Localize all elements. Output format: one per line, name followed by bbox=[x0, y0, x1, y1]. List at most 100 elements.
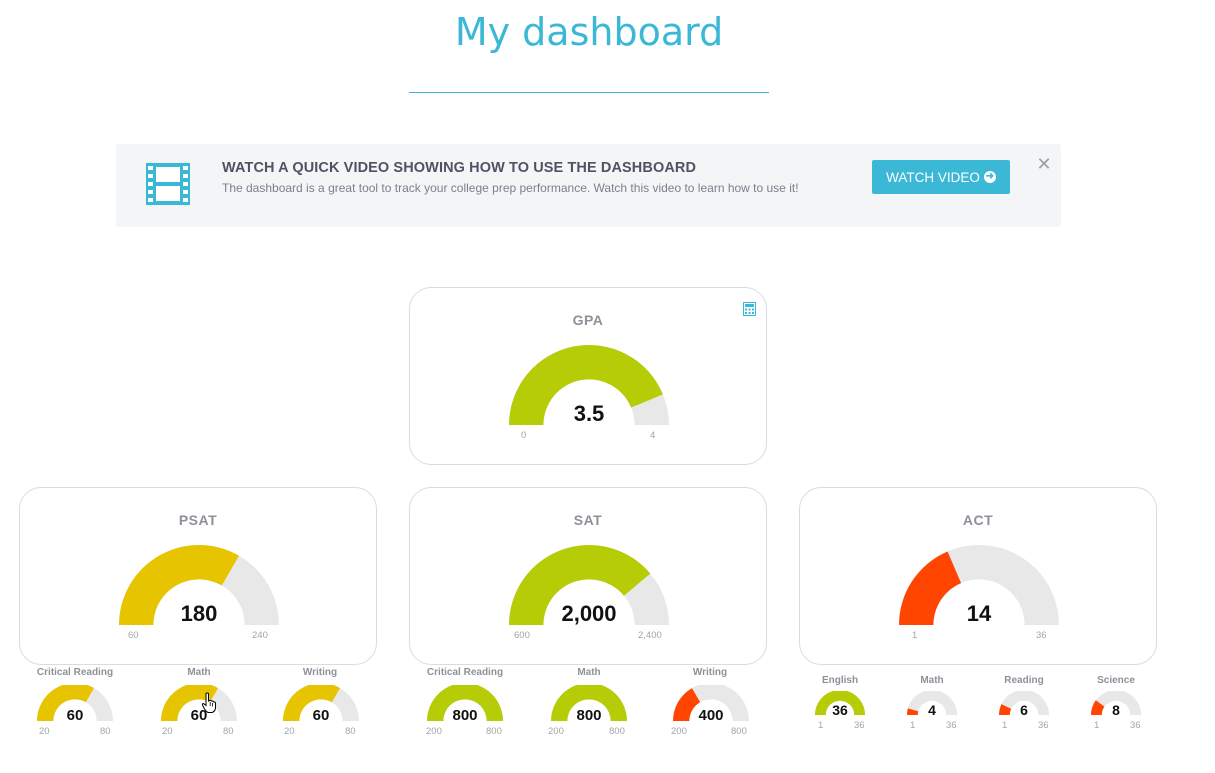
gauge-track bbox=[907, 691, 957, 715]
psat-critical-reading-gauge bbox=[37, 685, 113, 721]
card-title: PSAT bbox=[178, 512, 218, 528]
video-banner: WATCH A QUICK VIDEO SHOWING HOW TO USE T… bbox=[116, 144, 1061, 227]
watch-video-button[interactable]: WATCH VIDEO ➜ bbox=[872, 160, 1010, 194]
act-reading-value: 6 bbox=[1020, 702, 1028, 718]
page-title: My dashboard bbox=[454, 10, 724, 54]
psat-max-label: 240 bbox=[252, 630, 268, 641]
gauge-fill bbox=[37, 685, 94, 721]
psat-card: PSAT 180 60 240 Critical Reading 60 20 8… bbox=[19, 487, 377, 737]
sub-min-label: 1 bbox=[1094, 720, 1100, 731]
psat-critical-reading-value: 60 bbox=[66, 707, 84, 724]
sub-max-label: 80 bbox=[345, 726, 356, 737]
sub-min-label: 20 bbox=[39, 726, 50, 737]
sub-max-label: 36 bbox=[946, 720, 957, 731]
gauge-fill bbox=[161, 685, 218, 721]
card-title: GPA bbox=[572, 312, 604, 328]
sub-max-label: 80 bbox=[100, 726, 111, 737]
gauge-fill bbox=[815, 691, 865, 715]
gpa-gauge bbox=[509, 345, 669, 425]
gauge-fill bbox=[509, 545, 651, 625]
gauge-fill bbox=[509, 345, 663, 425]
sub-max-label: 36 bbox=[1130, 720, 1141, 731]
sub-max-label: 800 bbox=[731, 726, 747, 737]
gauge-fill bbox=[283, 685, 340, 721]
sat-writing-value: 400 bbox=[698, 707, 724, 724]
sub-min-label: 1 bbox=[910, 720, 916, 731]
sub-max-label: 800 bbox=[486, 726, 502, 737]
sub-min-label: 20 bbox=[284, 726, 295, 737]
sub-max-label: 800 bbox=[609, 726, 625, 737]
sub-min-label: 200 bbox=[671, 726, 687, 737]
sat-critical-reading-value: 800 bbox=[452, 707, 478, 724]
hand-cursor-icon bbox=[201, 692, 216, 713]
gpa-min-label: 0 bbox=[521, 430, 527, 441]
gauge-fill bbox=[119, 545, 239, 625]
psat-math-gauge bbox=[161, 685, 237, 721]
sub-gauge-title: Writing bbox=[302, 667, 338, 678]
sat-max-label: 2,400 bbox=[638, 630, 662, 641]
sub-min-label: 200 bbox=[426, 726, 442, 737]
gauge-fill bbox=[999, 704, 1012, 715]
sat-gauge bbox=[509, 545, 669, 625]
gauge-fill bbox=[673, 688, 701, 721]
sub-max-label: 36 bbox=[854, 720, 865, 731]
gauge-track bbox=[999, 691, 1049, 715]
sub-gauge-title: Critical Reading bbox=[36, 667, 114, 678]
psat-min-label: 60 bbox=[128, 630, 139, 641]
gauge-fill bbox=[551, 685, 627, 721]
gauge-fill bbox=[427, 685, 503, 721]
act-gauge bbox=[899, 545, 1059, 625]
psat-math-value: 60 bbox=[190, 707, 208, 724]
gpa-value: 3.5 bbox=[573, 401, 605, 426]
arrow-circle-right-icon: ➜ bbox=[983, 171, 996, 183]
psat-value: 180 bbox=[180, 601, 218, 626]
sub-gauge-title: Math bbox=[187, 667, 211, 678]
watch-video-label: WATCH VIDEO bbox=[886, 169, 980, 185]
sat-min-label: 600 bbox=[514, 630, 530, 641]
act-min-label: 1 bbox=[912, 630, 918, 641]
card-title: ACT bbox=[962, 512, 994, 528]
gpa-card: GPA 3.5 0 4 bbox=[409, 287, 767, 465]
psat-gauge bbox=[119, 545, 279, 625]
film-icon bbox=[146, 163, 190, 205]
banner-title: WATCH A QUICK VIDEO SHOWING HOW TO USE T… bbox=[222, 160, 697, 176]
gauge-fill bbox=[1091, 700, 1105, 715]
sub-min-label: 1 bbox=[818, 720, 824, 731]
act-reading-gauge bbox=[999, 691, 1049, 715]
calculator-icon[interactable] bbox=[743, 302, 756, 316]
card-title: SAT bbox=[573, 512, 603, 528]
gauge-fill bbox=[907, 708, 919, 715]
sub-gauge-title: Math bbox=[577, 667, 601, 678]
act-value: 14 bbox=[966, 601, 992, 626]
act-english-value: 36 bbox=[832, 702, 848, 718]
act-science-gauge bbox=[1091, 691, 1141, 715]
close-icon[interactable]: ✕ bbox=[1036, 154, 1052, 174]
sat-writing-gauge bbox=[673, 685, 749, 721]
sub-gauge-title: Science bbox=[1097, 675, 1135, 686]
sub-min-label: 200 bbox=[548, 726, 564, 737]
gauge-track bbox=[1091, 691, 1141, 715]
sub-gauge-title: Writing bbox=[692, 667, 728, 678]
act-card: ACT 14 1 36 English 36 1 36 Math 4 1 36 … bbox=[799, 487, 1157, 731]
sat-math-value: 800 bbox=[576, 707, 602, 724]
psat-writing-gauge bbox=[283, 685, 359, 721]
sub-max-label: 36 bbox=[1038, 720, 1049, 731]
sat-math-gauge bbox=[551, 685, 627, 721]
sub-max-label: 80 bbox=[223, 726, 234, 737]
act-math-gauge bbox=[907, 691, 957, 715]
act-english-gauge bbox=[815, 691, 865, 715]
sat-value: 2,000 bbox=[561, 601, 617, 626]
gpa-max-label: 4 bbox=[650, 430, 656, 441]
sub-gauge-title: English bbox=[821, 675, 859, 686]
sub-gauge-title: Critical Reading bbox=[426, 667, 504, 678]
sub-min-label: 1 bbox=[1002, 720, 1008, 731]
banner-text: The dashboard is a great tool to track y… bbox=[222, 181, 799, 195]
sat-critical-reading-gauge bbox=[427, 685, 503, 721]
sub-gauge-title: Math bbox=[920, 675, 944, 686]
gauge-fill bbox=[899, 551, 962, 625]
psat-writing-value: 60 bbox=[312, 707, 330, 724]
act-max-label: 36 bbox=[1036, 630, 1047, 641]
act-science-value: 8 bbox=[1112, 702, 1120, 718]
sub-gauge-title: Reading bbox=[1004, 675, 1044, 686]
sat-card: SAT 2,000 600 2,400 Critical Reading 800… bbox=[409, 487, 767, 737]
